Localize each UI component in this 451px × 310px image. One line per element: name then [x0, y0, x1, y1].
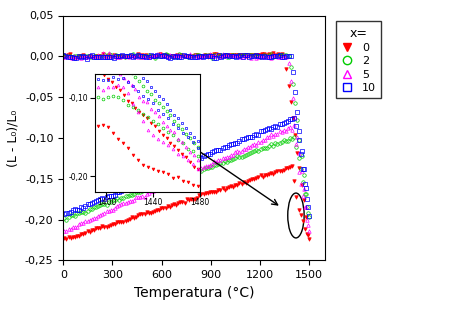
Y-axis label: (L - L₀)/L₀: (L - L₀)/L₀: [6, 109, 19, 166]
X-axis label: Temperatura (°C): Temperatura (°C): [134, 286, 254, 300]
Legend: 0, 2, 5, 10: 0, 2, 5, 10: [336, 21, 381, 99]
